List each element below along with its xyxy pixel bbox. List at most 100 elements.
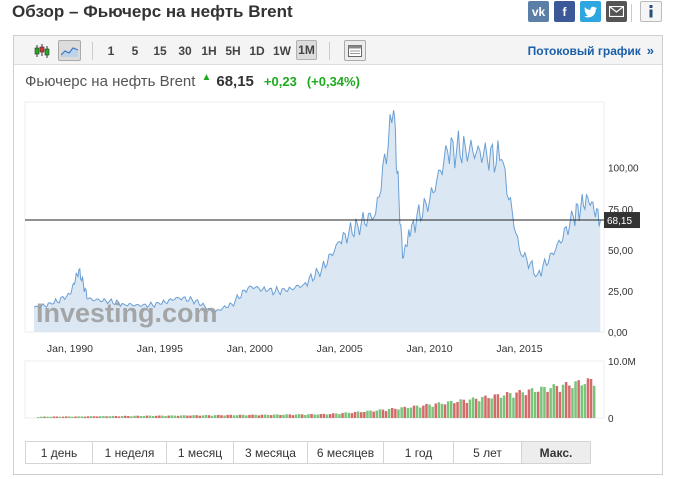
volume-bar: [151, 416, 155, 418]
x-tick-label: Jan, 2000: [227, 343, 273, 355]
volume-bar: [248, 414, 251, 418]
range-1-week-button[interactable]: 1 неделя: [93, 442, 167, 463]
interval-15[interactable]: 15: [153, 43, 167, 58]
volume-bar: [102, 416, 105, 418]
share-divider: [631, 4, 632, 22]
volume-bar: [170, 415, 173, 418]
interval-1d[interactable]: 1D: [249, 43, 265, 58]
volume-bar: [561, 384, 565, 418]
volume-bar: [468, 399, 472, 418]
volume-bar: [366, 410, 369, 418]
range-3-months-button[interactable]: 3 месяца: [234, 442, 308, 463]
volume-bar: [335, 413, 338, 418]
volume-bar: [40, 416, 43, 418]
interval-1h[interactable]: 1H: [201, 43, 217, 58]
volume-bar: [397, 409, 400, 418]
email-share-button[interactable]: [606, 1, 627, 22]
volume-bar: [189, 415, 192, 418]
volume-bar: [537, 391, 540, 418]
volume-bar: [142, 416, 146, 418]
volume-bar: [391, 408, 394, 418]
volume-bar: [465, 402, 469, 418]
volume-bar: [589, 379, 593, 418]
range-6-months-button[interactable]: 6 месяцев: [308, 442, 384, 463]
x-tick-label: Jan, 1995: [137, 343, 183, 355]
volume-bar: [214, 415, 217, 418]
volume-bar: [223, 415, 226, 418]
volume-bar: [117, 416, 121, 418]
chart-widget: 1 5 15 30 1H 5H 1D 1W 1M Потоковый графи…: [13, 35, 663, 475]
volume-bar: [192, 415, 195, 418]
last-price-label: 68,15: [607, 216, 632, 227]
volume-bar: [148, 415, 152, 418]
range-1-year-button[interactable]: 1 год: [384, 442, 454, 463]
volume-bar: [186, 415, 189, 418]
volume-bar: [133, 415, 136, 418]
x-tick-label: Jan, 2015: [496, 343, 542, 355]
volume-bar: [158, 415, 161, 418]
volume-bar: [139, 416, 142, 418]
volume-bar: [307, 414, 310, 418]
volume-bar: [297, 414, 301, 418]
price-change: +0,23: [263, 74, 297, 89]
volume-bar: [431, 406, 434, 418]
toolbar-divider: [92, 42, 93, 60]
volume-bar: [164, 416, 167, 418]
interval-30[interactable]: 30: [178, 43, 192, 58]
volume-bar: [310, 414, 313, 418]
volume-bar: [210, 415, 214, 418]
volume-bar: [443, 404, 447, 418]
volume-bar: [74, 416, 77, 418]
volume-bar: [512, 397, 515, 418]
range-max-button[interactable]: Макс.: [522, 442, 590, 463]
interval-5[interactable]: 5: [131, 43, 139, 58]
volume-bar: [509, 393, 512, 418]
interval-1m[interactable]: 1M: [296, 40, 317, 60]
chart-toolbar: 1 5 15 30 1H 5H 1D 1W 1M Потоковый графи…: [14, 36, 662, 65]
range-5-years-button[interactable]: 5 лет: [454, 442, 522, 463]
twitter-share-button[interactable]: [580, 1, 601, 22]
volume-bar: [347, 412, 351, 418]
volume-bar: [65, 416, 68, 418]
volume-bar: [145, 415, 149, 418]
volume-bar: [304, 415, 307, 418]
volume-bar: [403, 406, 406, 418]
volume-bar: [515, 392, 518, 418]
chart-settings-button[interactable]: [344, 40, 366, 61]
volume-bar: [484, 395, 487, 418]
volume-bar: [273, 414, 276, 418]
volume-bar: [490, 398, 493, 418]
facebook-share-button[interactable]: f: [554, 1, 575, 22]
last-price-label-box: [604, 212, 640, 229]
volume-bar: [505, 392, 509, 418]
interval-1[interactable]: 1: [107, 43, 115, 58]
range-1-day-button[interactable]: 1 день: [26, 442, 93, 463]
interval-5h[interactable]: 5H: [225, 43, 241, 58]
volume-bar: [387, 409, 391, 418]
info-button[interactable]: [640, 1, 662, 22]
price-chart[interactable]: Investing.com 68,15 0,00 25,00 50,00 75,00 100…: [14, 36, 662, 476]
volume-bar: [592, 385, 596, 418]
volume-bar: [394, 408, 397, 418]
page-title: Обзор – Фьючерс на нефть Brent: [12, 2, 293, 21]
volume-bar: [530, 388, 534, 418]
volume-bar: [316, 414, 319, 418]
volume-bar: [568, 385, 571, 418]
streaming-chart-link[interactable]: Потоковый график »: [528, 36, 654, 65]
volume-bar: [127, 416, 130, 418]
volume-bar: [195, 415, 198, 418]
toolbar-divider: [329, 42, 330, 60]
area-chart-button[interactable]: [58, 40, 81, 61]
volume-bar: [176, 415, 180, 418]
volume-bar: [527, 389, 531, 418]
volume-bar: [540, 386, 543, 418]
candlestick-chart-button[interactable]: [30, 36, 54, 65]
range-1-month-button[interactable]: 1 месяц: [167, 442, 234, 463]
time-range-selector: 1 день 1 неделя 1 месяц 3 месяца 6 месяц…: [25, 441, 591, 464]
volume-bar: [266, 414, 270, 418]
volume-bar: [363, 412, 366, 418]
interval-1w[interactable]: 1W: [273, 43, 291, 58]
volume-bar: [89, 416, 93, 418]
vk-share-button[interactable]: vk: [528, 1, 549, 22]
volume-bar: [496, 394, 500, 418]
